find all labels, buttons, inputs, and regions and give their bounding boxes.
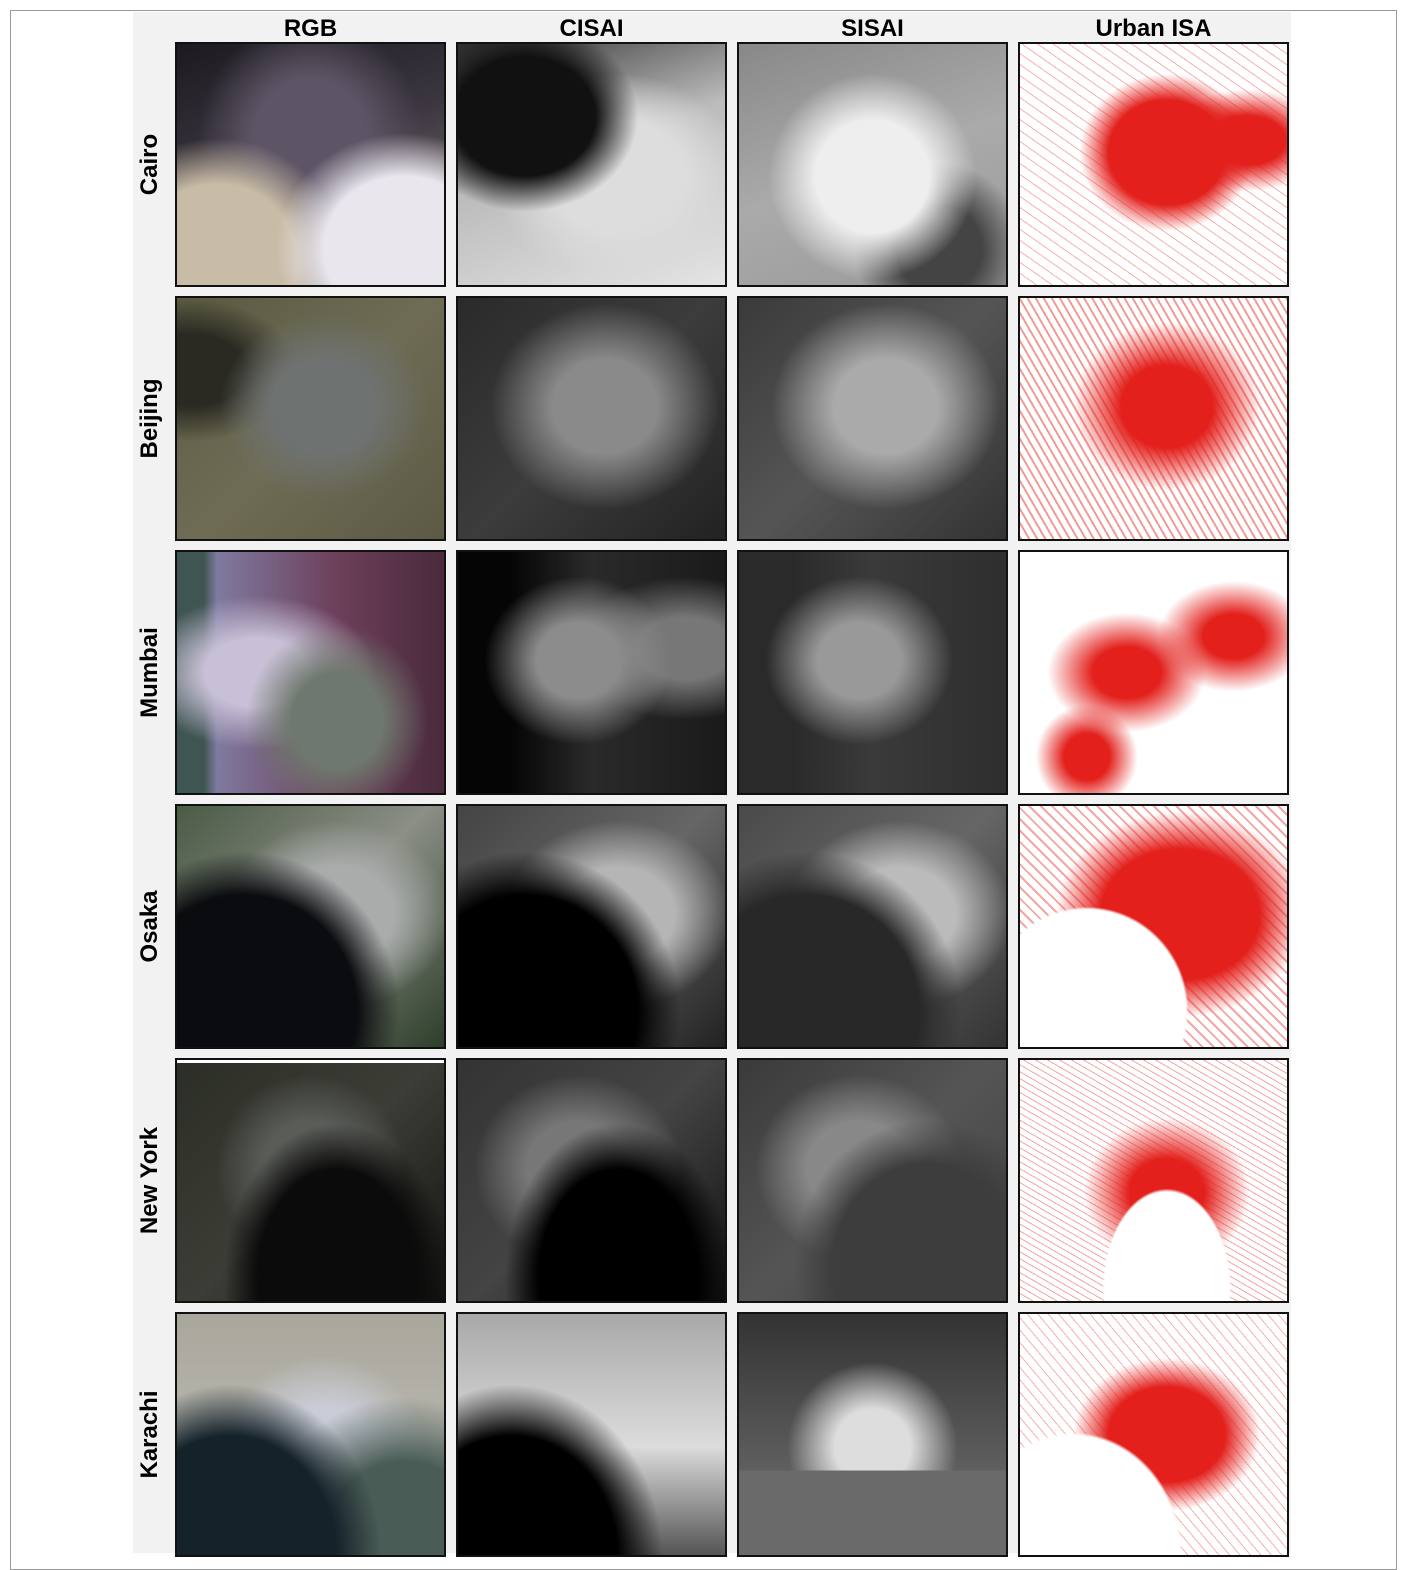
image-panel [456, 550, 727, 795]
image-panel [1018, 42, 1289, 287]
page: {"columns": ["RGB", "CISAI", "SISAI", "U… [0, 0, 1408, 1553]
image-panel [737, 550, 1008, 795]
image-panel [737, 1312, 1008, 1557]
image-panel [1018, 1058, 1289, 1303]
image-panel [1018, 296, 1289, 541]
image-panel [456, 1312, 727, 1557]
image-panel [456, 296, 727, 541]
image-panel [1018, 1312, 1289, 1557]
image-panel [175, 1312, 446, 1557]
image-panel [456, 1058, 727, 1303]
image-panel [737, 296, 1008, 541]
image-panel [175, 296, 446, 541]
row-label: Beijing [135, 296, 165, 541]
row-label: New York [135, 1058, 165, 1303]
column-header: Urban ISA [1018, 16, 1289, 42]
row-label: Mumbai [135, 550, 165, 795]
column-header: CISAI [456, 16, 727, 42]
image-panel [456, 804, 727, 1049]
image-panel [1018, 550, 1289, 795]
image-panel [175, 550, 446, 795]
image-panel [737, 804, 1008, 1049]
column-header: RGB [175, 16, 446, 42]
image-panel [456, 42, 727, 287]
image-panel [737, 42, 1008, 287]
image-panel [175, 42, 446, 287]
row-label: Osaka [135, 804, 165, 1049]
image-panel [175, 1058, 446, 1303]
image-panel [175, 804, 446, 1049]
column-header: SISAI [737, 16, 1008, 42]
row-label: Karachi [135, 1312, 165, 1557]
image-panel [1018, 804, 1289, 1049]
image-panel [737, 1058, 1008, 1303]
row-label: Cairo [135, 42, 165, 287]
